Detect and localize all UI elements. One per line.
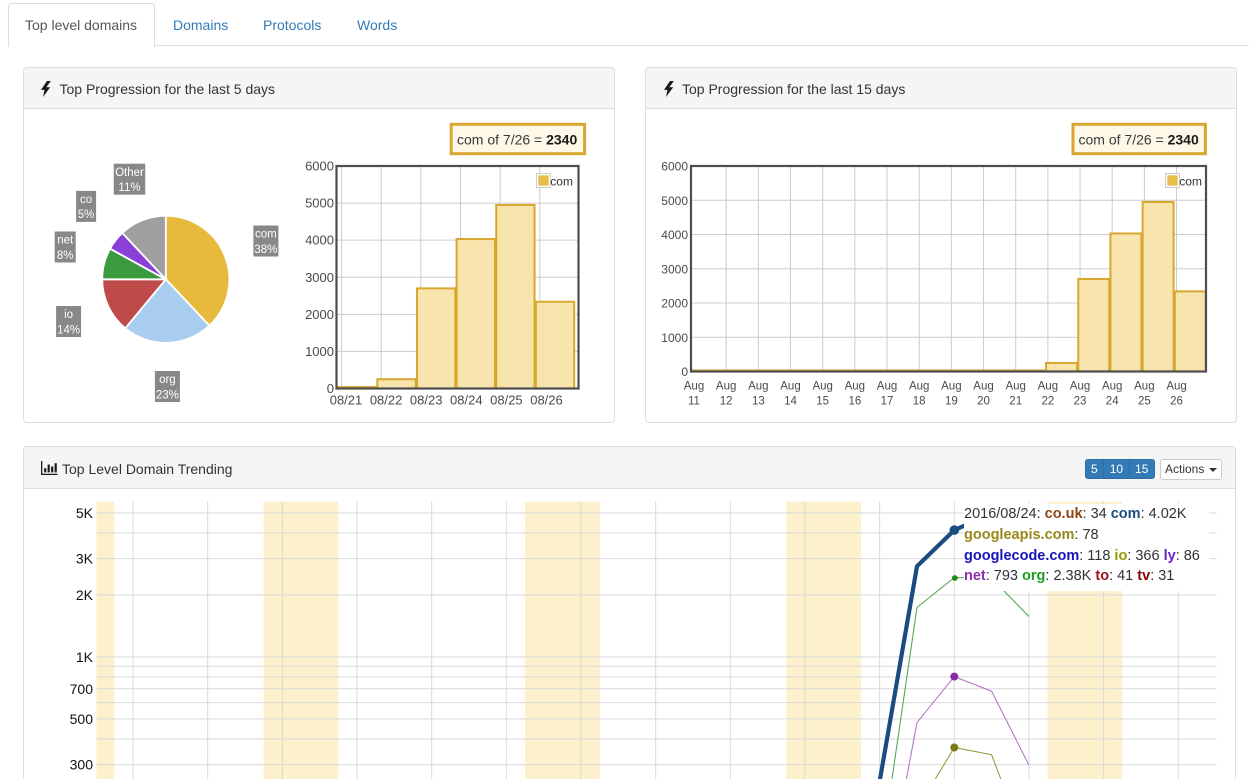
svg-text:23: 23 — [1074, 396, 1087, 408]
svg-text:38%: 38% — [254, 244, 277, 256]
svg-text:Aug: Aug — [909, 381, 929, 393]
svg-text:3K: 3K — [75, 551, 93, 567]
svg-text:6000: 6000 — [305, 159, 334, 174]
svg-text:14: 14 — [784, 396, 797, 408]
svg-text:08/22: 08/22 — [369, 393, 402, 408]
svg-text:Aug: Aug — [877, 381, 897, 393]
svg-text:0: 0 — [681, 365, 688, 379]
svg-text:com of 7/26 = 2340: com of 7/26 = 2340 — [457, 132, 577, 148]
svg-text:08/25: 08/25 — [490, 393, 523, 408]
svg-text:22: 22 — [1041, 396, 1054, 408]
svg-text:08/24: 08/24 — [450, 393, 483, 408]
svg-text:3000: 3000 — [661, 262, 688, 276]
svg-text:5000: 5000 — [661, 194, 688, 208]
svg-text:Aug: Aug — [1166, 381, 1186, 393]
svg-text:Aug: Aug — [1134, 381, 1154, 393]
svg-text:Aug: Aug — [812, 381, 832, 393]
svg-text:18: 18 — [913, 396, 926, 408]
svg-text:Aug: Aug — [780, 381, 800, 393]
svg-text:1K: 1K — [75, 649, 93, 665]
svg-text:24: 24 — [1106, 396, 1119, 408]
svg-text:8%: 8% — [56, 250, 73, 262]
svg-text:4000: 4000 — [661, 228, 688, 242]
svg-text:Aug: Aug — [748, 381, 768, 393]
svg-text:Aug: Aug — [941, 381, 961, 393]
svg-text:25: 25 — [1138, 396, 1151, 408]
svg-text:2000: 2000 — [661, 297, 688, 311]
svg-text:17: 17 — [881, 396, 894, 408]
svg-text:Other: Other — [115, 167, 144, 179]
svg-text:Aug: Aug — [1005, 381, 1025, 393]
svg-text:Aug: Aug — [684, 381, 704, 393]
svg-text:Aug: Aug — [1038, 381, 1058, 393]
svg-text:4000: 4000 — [305, 233, 334, 248]
svg-text:26: 26 — [1170, 396, 1183, 408]
svg-text:15: 15 — [816, 396, 829, 408]
svg-text:2K: 2K — [75, 587, 93, 603]
svg-text:11: 11 — [688, 396, 700, 408]
svg-text:1000: 1000 — [305, 344, 334, 359]
svg-text:com of 7/26 = 2340: com of 7/26 = 2340 — [1079, 132, 1199, 148]
svg-text:5%: 5% — [77, 209, 94, 221]
svg-text:08/23: 08/23 — [409, 393, 442, 408]
svg-text:5K: 5K — [75, 505, 93, 521]
svg-text:co: co — [80, 194, 92, 206]
svg-text:Aug: Aug — [716, 381, 736, 393]
svg-text:23%: 23% — [155, 389, 178, 401]
svg-text:19: 19 — [945, 396, 958, 408]
svg-text:5000: 5000 — [305, 196, 334, 211]
svg-text:13: 13 — [752, 396, 765, 408]
svg-text:21: 21 — [1009, 396, 1022, 408]
svg-text:com: com — [1179, 175, 1202, 189]
svg-text:500: 500 — [69, 711, 93, 727]
svg-text:16: 16 — [848, 396, 861, 408]
svg-text:700: 700 — [69, 681, 93, 697]
svg-text:io: io — [64, 309, 73, 321]
svg-text:com: com — [255, 229, 277, 241]
svg-text:1000: 1000 — [661, 331, 688, 345]
svg-text:2000: 2000 — [305, 307, 334, 322]
svg-text:20: 20 — [977, 396, 990, 408]
svg-text:6000: 6000 — [661, 160, 688, 174]
svg-text:0: 0 — [326, 381, 333, 396]
svg-text:net: net — [57, 235, 74, 247]
svg-text:Aug: Aug — [1070, 381, 1090, 393]
svg-text:3000: 3000 — [305, 270, 334, 285]
svg-text:12: 12 — [720, 396, 733, 408]
svg-text:08/26: 08/26 — [530, 393, 563, 408]
svg-text:300: 300 — [69, 757, 93, 773]
svg-text:14%: 14% — [57, 324, 80, 336]
svg-text:Aug: Aug — [973, 381, 993, 393]
svg-text:com: com — [550, 175, 573, 189]
svg-text:Aug: Aug — [1102, 381, 1122, 393]
svg-text:08/21: 08/21 — [329, 393, 362, 408]
svg-text:Aug: Aug — [845, 381, 865, 393]
svg-text:org: org — [159, 374, 176, 386]
svg-text:11%: 11% — [118, 182, 140, 194]
